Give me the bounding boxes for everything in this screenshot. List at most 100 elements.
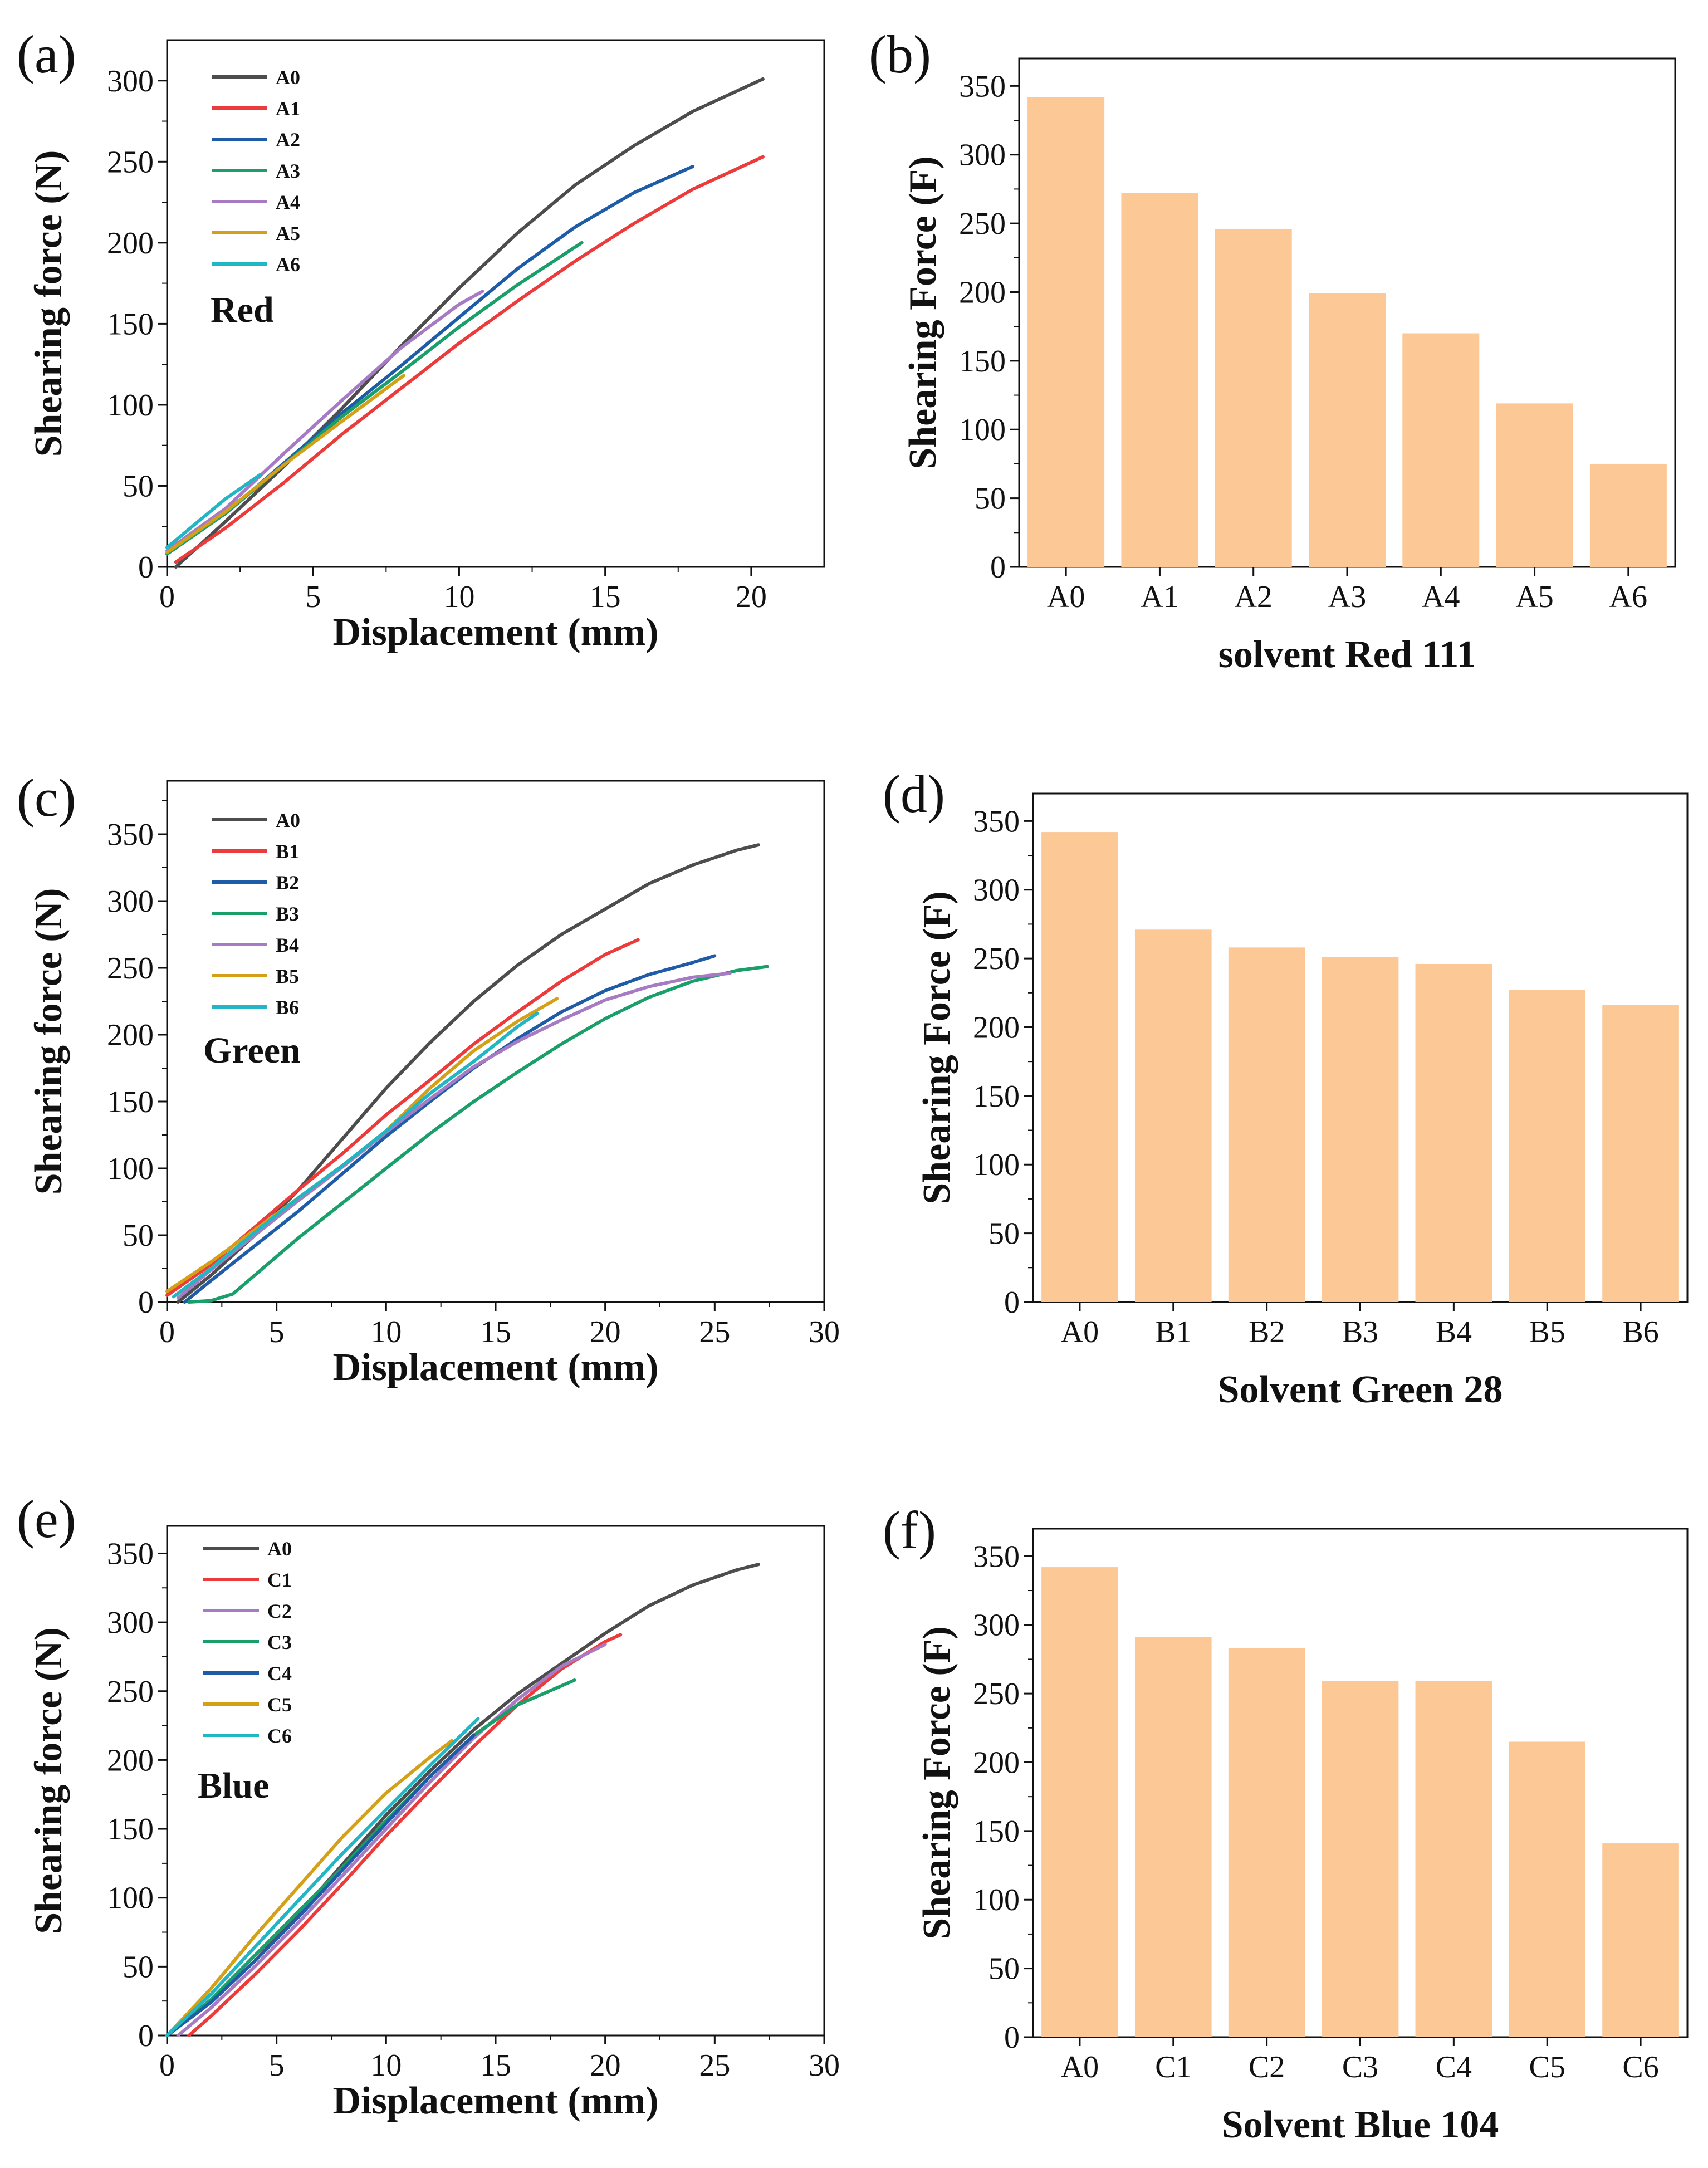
panel-d-xtick-label-B5: B5 xyxy=(1529,1315,1565,1349)
panel-d-bar-B4 xyxy=(1415,963,1492,1302)
panel-d-xtick-label-B6: B6 xyxy=(1622,1315,1658,1349)
panel-c-ytick-label-150: 150 xyxy=(107,1085,154,1119)
panel-c-ytick-label-50: 50 xyxy=(123,1218,154,1253)
panel-f-y-axis-title: Shearing Force (F) xyxy=(916,1626,958,1939)
panel-a-series-line-A4 xyxy=(165,290,484,552)
panel-f-ytick-label-0: 0 xyxy=(1004,2020,1020,2055)
panel-e-series-line-C5 xyxy=(165,1739,454,2037)
panel-f-bar-C2 xyxy=(1228,1648,1305,2037)
panel-f-bar-C6 xyxy=(1602,1843,1679,2037)
panel-a-legend-label-A6: A6 xyxy=(276,253,300,276)
panel-e-label: (e) xyxy=(17,1489,76,1549)
panel-c-series-line-B3 xyxy=(187,965,769,1304)
panel-d-ytick-label-50: 50 xyxy=(988,1217,1020,1251)
panel-c-xtick-label-5: 5 xyxy=(269,1315,285,1349)
panel-e-legend-label-C4: C4 xyxy=(267,1662,292,1685)
panel-f-bar-C1 xyxy=(1134,1637,1212,2037)
panel-d-ytick-label-250: 250 xyxy=(973,942,1020,976)
panel-b-xtick-label-A3: A3 xyxy=(1328,580,1366,614)
panel-c-annotation: Green xyxy=(203,1030,301,1071)
panel-e-ytick-label-350: 350 xyxy=(107,1536,154,1571)
panel-a-ytick-label-200: 200 xyxy=(107,226,154,261)
panel-e-series-line-C3 xyxy=(165,1678,576,2037)
panel-a-legend-label-A1: A1 xyxy=(276,97,300,120)
panel-b-ytick-label-150: 150 xyxy=(959,344,1006,379)
panel-f-ytick-label-200: 200 xyxy=(973,1745,1020,1780)
panel-e-legend-label-C6: C6 xyxy=(267,1725,292,1747)
panel-c-xtick-label-30: 30 xyxy=(809,1315,840,1349)
panel-c-legend-label-B6: B6 xyxy=(276,996,299,1019)
panel-b-bar-A2 xyxy=(1215,228,1292,567)
panel-a-xtick-label-20: 20 xyxy=(736,580,767,614)
panel-a-ytick-label-0: 0 xyxy=(138,550,154,585)
panel-d-ytick-label-100: 100 xyxy=(973,1148,1020,1182)
panel-c-y-axis-title: Shearing force (N) xyxy=(27,888,70,1195)
panel-a-x-axis-title: Displacement (mm) xyxy=(332,611,658,654)
panel-d-xtick-label-A0: A0 xyxy=(1061,1315,1099,1349)
panel-b-bar-A4 xyxy=(1402,333,1480,567)
panel-c-x-axis-title: Displacement (mm) xyxy=(332,1346,658,1389)
panel-a-y-axis-title: Shearing force (N) xyxy=(27,150,70,457)
panel-e-legend-label-C1: C1 xyxy=(267,1569,292,1591)
panel-a-xtick-label-10: 10 xyxy=(443,580,474,614)
panel-e-ytick-label-250: 250 xyxy=(107,1675,154,1709)
panel-b-xtick-label-A0: A0 xyxy=(1047,580,1085,614)
panel-c-ytick-label-250: 250 xyxy=(107,951,154,986)
panel-a-ytick-label-150: 150 xyxy=(107,307,154,341)
panel-b-label: (b) xyxy=(869,25,931,84)
panel-e-x-axis-title: Displacement (mm) xyxy=(332,2079,658,2122)
panel-e-annotation: Blue xyxy=(198,1765,269,1806)
panel-b-bar-chart: (b) 0 50 100 150 200 250 300 350 Shearing Force (… xyxy=(869,25,1676,676)
panel-a-legend-label-A2: A2 xyxy=(276,129,300,151)
panel-b-xtick-label-A6: A6 xyxy=(1609,580,1647,614)
panel-f-xtick-label-C3: C3 xyxy=(1342,2050,1378,2084)
panel-b-xtick-label-A4: A4 xyxy=(1422,580,1460,614)
panel-a-series-line-A0 xyxy=(174,77,765,569)
panel-e-ytick-label-200: 200 xyxy=(107,1743,154,1778)
panel-e-xtick-label-15: 15 xyxy=(480,2048,511,2083)
panel-b-xtick-label-A1: A1 xyxy=(1141,580,1178,614)
panel-a-series-line-A5 xyxy=(165,374,405,554)
panel-d-xtick-label-B4: B4 xyxy=(1436,1315,1472,1349)
panel-a-ytick-label-100: 100 xyxy=(107,388,154,423)
panel-e-legend-label-C5: C5 xyxy=(267,1694,292,1716)
panel-f-ytick-label-150: 150 xyxy=(973,1814,1020,1849)
panel-b-bar-A6 xyxy=(1589,463,1667,567)
panel-b-ytick-label-0: 0 xyxy=(990,550,1006,585)
panel-e-ytick-label-50: 50 xyxy=(123,1950,154,1984)
panel-e-xtick-label-30: 30 xyxy=(809,2048,840,2083)
panel-c-xtick-label-15: 15 xyxy=(480,1315,511,1349)
panel-b-ytick-label-50: 50 xyxy=(975,482,1006,516)
panel-d-bar-B6 xyxy=(1602,1005,1679,1302)
panel-f-xtick-label-C6: C6 xyxy=(1622,2050,1658,2084)
panel-d-ytick-label-300: 300 xyxy=(973,873,1020,908)
panel-e-ytick-label-150: 150 xyxy=(107,1812,154,1847)
panel-c-series-line-B6 xyxy=(172,1011,539,1299)
panel-e-series-line-C4 xyxy=(165,1733,476,2037)
panel-a-legend-label-A0: A0 xyxy=(276,66,300,89)
panel-a-series-line-A6 xyxy=(165,473,262,550)
panel-e-xtick-label-25: 25 xyxy=(699,2048,730,2083)
panel-b-y-axis-title: Shearing Force (F) xyxy=(902,156,944,469)
panel-f-ytick-label-100: 100 xyxy=(973,1883,1020,1917)
panel-f-bar-chart: (f) 0 50 100 150 200 250 300 350 Shearing Force (… xyxy=(883,1500,1689,2146)
panel-e-xtick-label-20: 20 xyxy=(590,2048,621,2083)
panel-a-legend-label-A4: A4 xyxy=(276,191,300,213)
panel-b-ytick-label-100: 100 xyxy=(959,413,1006,447)
panel-d-ytick-label-200: 200 xyxy=(973,1010,1020,1045)
panel-f-ytick-label-250: 250 xyxy=(973,1677,1020,1711)
panel-b-bar-A5 xyxy=(1496,403,1573,567)
panel-d-ytick-label-150: 150 xyxy=(973,1079,1020,1114)
panel-f-ytick-label-50: 50 xyxy=(988,1952,1020,1986)
panel-d-bar-A0 xyxy=(1041,832,1118,1302)
panel-b-ytick-label-200: 200 xyxy=(959,275,1006,310)
panel-c-ytick-label-300: 300 xyxy=(107,884,154,919)
panel-d-ytick-label-350: 350 xyxy=(973,804,1020,839)
panel-b-ytick-label-250: 250 xyxy=(959,207,1006,241)
panel-a-ytick-label-300: 300 xyxy=(107,64,154,99)
panel-f-x-axis-title: Solvent Blue 104 xyxy=(1222,2103,1499,2146)
panel-e-legend-label-C2: C2 xyxy=(267,1600,292,1622)
panel-b-bar-A3 xyxy=(1309,293,1386,567)
